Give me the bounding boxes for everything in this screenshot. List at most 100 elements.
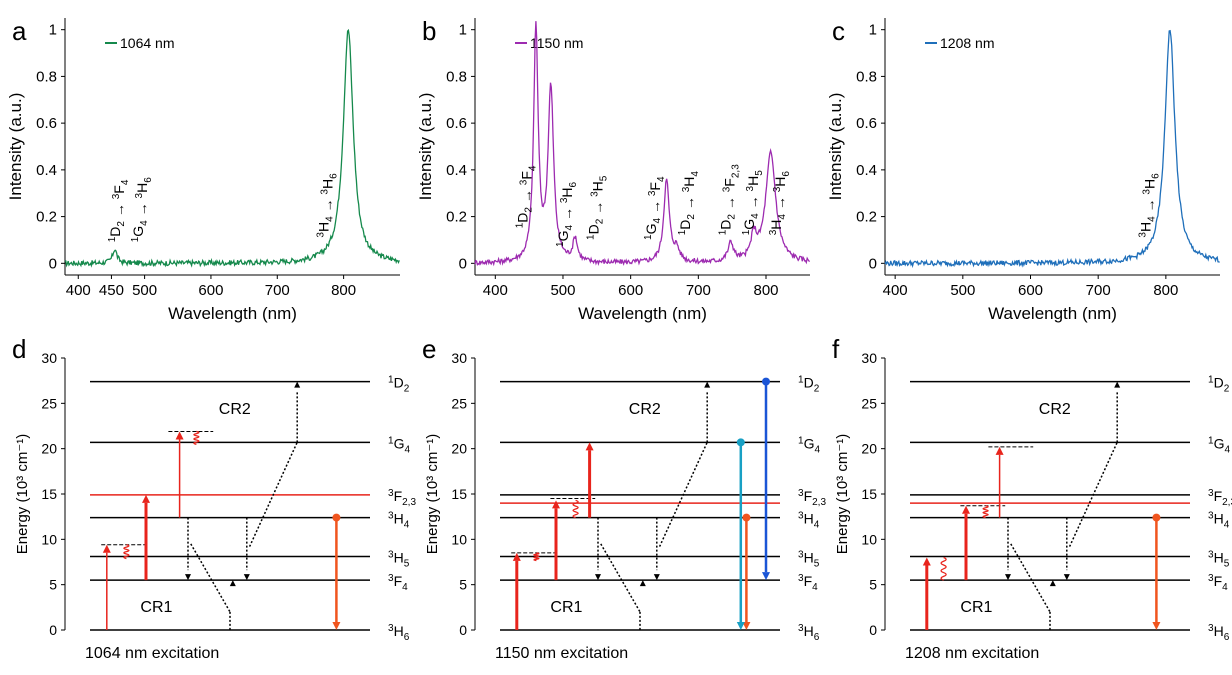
- level-label: 1G4: [798, 435, 820, 455]
- x-tick-label: 500: [132, 282, 157, 299]
- level-label: 3F4: [388, 573, 408, 593]
- y-tick-label: 0.2: [36, 209, 57, 226]
- level-label: 3H6: [388, 623, 410, 643]
- y-tick-label: 0: [869, 622, 877, 638]
- level-label: 1D2: [388, 375, 410, 395]
- x-tick-label: 600: [1018, 282, 1043, 299]
- cross-relaxation-path: [190, 543, 231, 613]
- y-axis-label: Energy (10³ cm⁻¹): [834, 434, 851, 554]
- excitation-arrow-head: [922, 557, 931, 566]
- caption: 1064 nm excitation: [85, 645, 219, 662]
- arrow-head: [704, 381, 711, 388]
- emission-arrow-head: [332, 622, 341, 630]
- y-tick-label: 0.6: [36, 115, 57, 132]
- level-label: 3F4: [798, 573, 818, 593]
- panel-letter: a: [12, 16, 27, 46]
- y-tick-label: 10: [861, 531, 877, 547]
- x-tick-label: 400: [883, 282, 908, 299]
- level-label: 3H5: [388, 550, 410, 570]
- y-axis-label: Intensity (a.u.): [416, 93, 435, 201]
- y-tick-label: 15: [861, 486, 877, 502]
- x-tick-label: 700: [686, 282, 711, 299]
- spectrum-panel-a: a 400 450 500 600 700 800 0 0.2 0.4 0.6 0.8 1 Wavelen…: [6, 16, 400, 323]
- transition-annotation: 1D2 → 3F2,3: [717, 164, 741, 235]
- level-label: 3F2,3: [1208, 488, 1232, 508]
- energy-diagram-e: e 0 5 10 15 20 25 30 Energy (10³ cm⁻¹) 1D2 1G4 3F2,…: [422, 334, 826, 662]
- y-axis-label: Intensity (a.u.): [826, 93, 845, 201]
- x-tick-label: 700: [265, 282, 290, 299]
- level-label: 1G4: [1208, 435, 1230, 455]
- energy-diagram-d: d 0 5 10 15 20 25 30 Energy (10³ cm⁻¹) 1D2 1G4 3F2,…: [12, 334, 416, 662]
- transition-annotation: 1D2 → 3F4: [514, 165, 538, 228]
- x-tick-label: 600: [618, 282, 643, 299]
- y-tick-label: 0: [49, 622, 57, 638]
- x-axis-label: Wavelength (nm): [578, 304, 707, 323]
- y-axis-label: Energy (10³ cm⁻¹): [14, 434, 31, 554]
- arrow-head: [243, 574, 250, 581]
- spectrum-line: [884, 29, 1220, 269]
- transition-annotation: 3H4 → 3H6: [1138, 173, 1162, 238]
- level-label: 3F4: [1208, 573, 1228, 593]
- cross-relaxation-path: [1010, 543, 1051, 613]
- excitation-arrow-head: [962, 505, 970, 514]
- nonradiative-wiggle: [123, 544, 130, 560]
- y-tick-label: 20: [861, 441, 877, 457]
- process-label: CR2: [629, 401, 661, 418]
- panel-letter: f: [832, 334, 840, 364]
- y-tick-label: 25: [41, 395, 57, 411]
- arrow-head: [294, 381, 301, 388]
- emission-arrow-head: [762, 572, 770, 581]
- arrow-head: [1063, 574, 1070, 581]
- y-tick-label: 1: [869, 22, 877, 39]
- arrow-head: [1049, 580, 1056, 587]
- x-tick-label: 800: [331, 282, 356, 299]
- panel-letter: d: [12, 334, 26, 364]
- level-label: 3H4: [798, 511, 820, 531]
- arrow-head: [1114, 381, 1121, 388]
- level-label: 3H4: [388, 511, 410, 531]
- legend-label: 1208 nm: [940, 35, 994, 51]
- level-label: 3H5: [798, 550, 820, 570]
- excitation-arrow-head: [995, 446, 1004, 455]
- panel-letter: c: [832, 16, 845, 46]
- y-tick-label: 30: [41, 350, 57, 366]
- caption: 1150 nm excitation: [495, 645, 628, 662]
- y-tick-label: 10: [451, 531, 467, 547]
- excitation-arrow-head: [552, 500, 560, 509]
- y-tick-label: 20: [41, 441, 57, 457]
- y-tick-label: 0.8: [856, 68, 877, 85]
- excitation-arrow-head: [102, 544, 111, 553]
- x-tick-label: 400: [483, 282, 508, 299]
- transition-annotation: 1D2 → 3H4: [677, 171, 701, 236]
- transition-annotation: 1G4 → 3F4: [643, 176, 667, 240]
- level-label: 3H6: [1208, 623, 1230, 643]
- excitation-arrow-head: [585, 442, 594, 451]
- y-tick-label: 1: [49, 22, 57, 39]
- y-tick-label: 15: [451, 486, 467, 502]
- y-tick-label: 15: [41, 486, 57, 502]
- y-tick-label: 30: [861, 350, 877, 366]
- nonradiative-wiggle: [982, 505, 989, 519]
- panel-letter: e: [422, 334, 436, 364]
- excitation-arrow-head: [512, 552, 521, 561]
- cross-relaxation-path: [600, 543, 641, 613]
- y-tick-label: 30: [451, 350, 467, 366]
- y-tick-label: 5: [459, 577, 467, 593]
- y-tick-label: 25: [451, 395, 467, 411]
- spectrum-line: [64, 28, 400, 268]
- y-tick-label: 25: [861, 395, 877, 411]
- process-label: CR2: [219, 401, 251, 418]
- y-tick-label: 0: [459, 622, 467, 638]
- energy-diagram-f: f 0 5 10 15 20 25 30 Energy (10³ cm⁻¹) 1D2 1G4 3F2,…: [832, 334, 1232, 662]
- nonradiative-wiggle: [193, 430, 200, 445]
- level-label: 3F2,3: [388, 488, 416, 508]
- legend-label: 1064 nm: [120, 35, 174, 51]
- transition-annotation: 1D2 → 3H5: [585, 175, 609, 240]
- transition-annotation: 1G4 → 3H6: [555, 181, 579, 246]
- transition-annotation: 1G4 → 3H6: [130, 177, 154, 242]
- y-tick-label: 0: [869, 255, 877, 272]
- y-axis-label: Energy (10³ cm⁻¹): [424, 434, 441, 554]
- cross-relaxation-path: [658, 442, 708, 547]
- process-label: CR1: [140, 599, 172, 616]
